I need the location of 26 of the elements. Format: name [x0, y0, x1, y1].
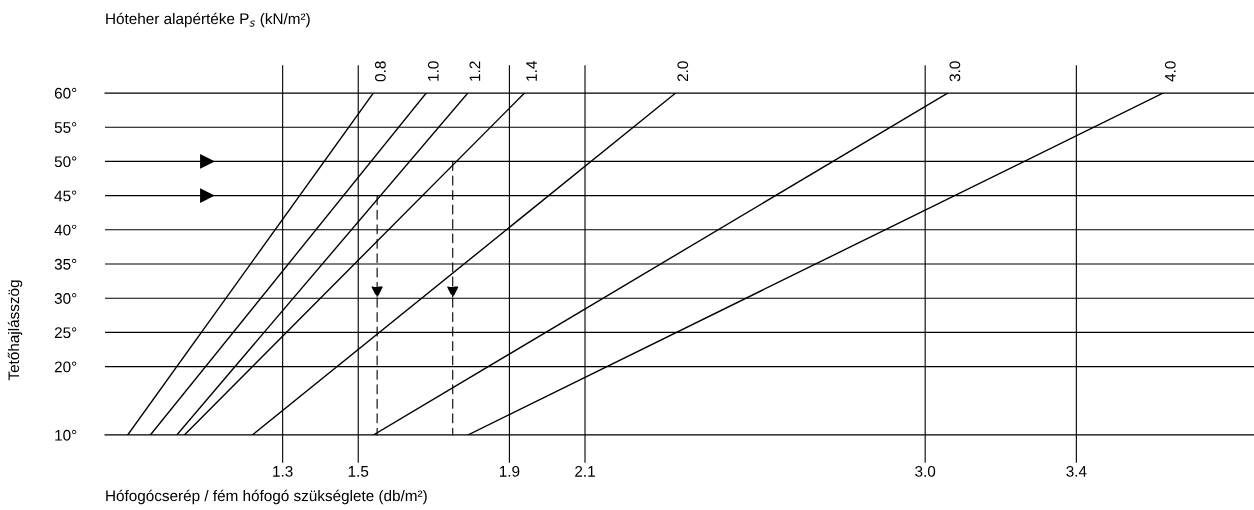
legend-label: 3.0	[949, 61, 961, 82]
chart-title: Hóteher alapértéke P$_{s}$ (kN/m²)	[106, 12, 310, 28]
y-tick-label: 20°	[54, 361, 77, 373]
x-tick-label: 3.0	[915, 465, 936, 477]
x-tick-label: 1.9	[499, 465, 520, 477]
y-tick-label: 55°	[54, 122, 77, 133]
x-axis-title: Hófogócserép / fém hófogó szükséglete (db/m²)	[106, 489, 427, 505]
y-tick-label: 25°	[54, 327, 77, 339]
text: 1.2	[469, 61, 481, 81]
y-tick-label: 50°	[54, 156, 77, 168]
y-tick-label: 60°	[54, 87, 77, 99]
legend-label: 0.8	[374, 61, 386, 82]
x-tick-label: 3.4	[1066, 465, 1087, 477]
x-tick-label: 1.3	[273, 465, 293, 477]
text: 1.0	[427, 61, 439, 81]
y-tick-label: 45°	[54, 190, 77, 202]
y-tick-label: 35°	[54, 258, 77, 270]
y-tick-label: 40°	[54, 224, 77, 236]
legend-label: 1.4	[526, 61, 537, 81]
x-tick-label: 2.1	[575, 465, 595, 477]
y-tick-label: 10°	[55, 429, 77, 441]
y-axis-title: Tetőhajlásszög	[7, 280, 23, 381]
x-tick-label: 1.5	[348, 466, 369, 477]
text: 2.0	[677, 61, 689, 82]
text: 4.0	[1164, 61, 1176, 82]
y-tick-label: 30°	[54, 293, 77, 304]
